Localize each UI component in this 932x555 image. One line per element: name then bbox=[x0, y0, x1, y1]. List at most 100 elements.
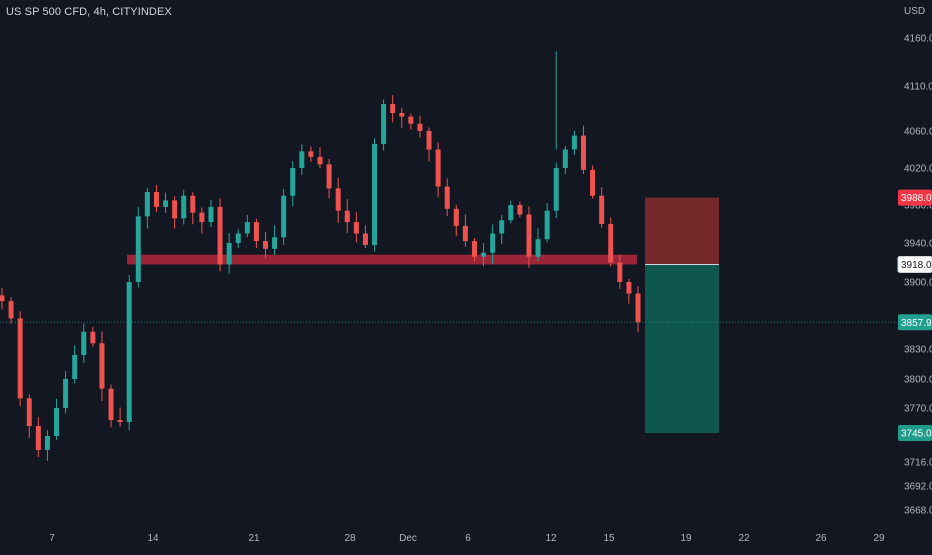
candle-down bbox=[626, 282, 632, 294]
price-tick-label: 3830.0 bbox=[904, 345, 932, 356]
time-tick-label: Dec bbox=[399, 533, 417, 544]
time-tick-label: 21 bbox=[248, 533, 260, 544]
candle-up bbox=[490, 233, 496, 253]
time-tick-label: 6 bbox=[465, 533, 471, 544]
candle-up bbox=[181, 195, 187, 219]
time-tick-label: 29 bbox=[873, 533, 885, 544]
candle-up bbox=[372, 143, 378, 245]
candle-down bbox=[217, 206, 223, 265]
time-tick-label: 22 bbox=[738, 533, 750, 544]
candle-down bbox=[117, 420, 123, 422]
candle-up bbox=[135, 216, 141, 282]
time-tick-label: 19 bbox=[680, 533, 692, 544]
price-tick-label: 3980.0 bbox=[904, 201, 932, 212]
candle-down bbox=[608, 224, 614, 263]
candle-up bbox=[44, 436, 50, 450]
candle-down bbox=[335, 188, 341, 211]
candle-down bbox=[353, 222, 359, 234]
candle-down bbox=[344, 210, 350, 223]
candle-down bbox=[617, 262, 623, 282]
candle-up bbox=[290, 168, 296, 196]
candle-up bbox=[381, 104, 387, 144]
candle-down bbox=[153, 192, 159, 207]
candle-up bbox=[81, 331, 87, 355]
candle-down bbox=[326, 164, 332, 189]
last-price-tag-bg bbox=[898, 314, 932, 331]
candle-down bbox=[362, 233, 368, 245]
candle-down bbox=[8, 301, 14, 319]
price-tick-label: 3800.0 bbox=[904, 375, 932, 386]
candle-down bbox=[0, 295, 5, 302]
price-tick-label: 3716.0 bbox=[904, 458, 932, 469]
candle-down bbox=[599, 195, 605, 224]
candle-down bbox=[526, 214, 532, 257]
price-tags: 3988.0 3918.0 3857.9 3745.0 bbox=[897, 189, 932, 441]
short-position-tool[interactable] bbox=[645, 197, 719, 433]
candle-up bbox=[144, 192, 150, 217]
candle-up bbox=[126, 282, 132, 422]
candle-down bbox=[580, 135, 586, 170]
candle-down bbox=[253, 222, 259, 242]
candle-down bbox=[462, 225, 468, 242]
candle-down bbox=[90, 331, 96, 344]
candle-up bbox=[235, 233, 241, 243]
candle-down bbox=[390, 104, 396, 113]
candle-up bbox=[299, 151, 305, 168]
candle-down bbox=[453, 208, 459, 226]
take-profit-zone[interactable] bbox=[645, 264, 719, 433]
time-tick-label: 28 bbox=[344, 533, 356, 544]
price-tick-label: 4160.0 bbox=[904, 34, 932, 45]
candle-down bbox=[417, 123, 423, 131]
candle-down bbox=[262, 241, 268, 249]
candle-up bbox=[272, 237, 278, 249]
candle-down bbox=[26, 398, 32, 426]
candle-up bbox=[163, 200, 169, 207]
price-tick-label: 3770.0 bbox=[904, 404, 932, 415]
price-tick-label: 4060.0 bbox=[904, 127, 932, 138]
candle-down bbox=[317, 156, 323, 165]
time-tick-label: 15 bbox=[603, 533, 615, 544]
candle-down bbox=[426, 131, 432, 150]
entry-price-tag: 3918.0 bbox=[901, 260, 932, 271]
stop-price-tag-bg bbox=[898, 189, 932, 206]
entry-price-tag-bg bbox=[897, 255, 932, 273]
candle-up bbox=[481, 252, 487, 257]
candle-up bbox=[535, 239, 541, 257]
candle-up bbox=[499, 220, 505, 234]
candle-up bbox=[571, 135, 577, 150]
time-tick-label: 7 bbox=[49, 533, 55, 544]
candle-up bbox=[281, 195, 287, 238]
candle-up bbox=[208, 206, 214, 223]
candle-down bbox=[199, 212, 205, 223]
candle-up bbox=[508, 205, 514, 221]
candle-down bbox=[435, 149, 441, 187]
stop-loss-zone[interactable] bbox=[645, 197, 719, 265]
candle-up bbox=[244, 222, 250, 234]
candle-up bbox=[54, 408, 60, 436]
price-axis[interactable]: USD 4160.0 4110.0 4060.0 4020.0 3980.0 3940.0 3… bbox=[904, 6, 932, 517]
candle-down bbox=[399, 113, 405, 117]
candle-up bbox=[226, 243, 232, 265]
time-tick-label: 26 bbox=[815, 533, 827, 544]
price-tick-label: 3692.0 bbox=[904, 482, 932, 493]
symbol-title: US SP 500 CFD, 4h, CITYINDEX bbox=[6, 6, 172, 18]
price-tick-label: 4110.0 bbox=[904, 82, 932, 93]
price-tick-label: 4020.0 bbox=[904, 164, 932, 175]
resistance-zone-layer bbox=[127, 254, 637, 265]
candle-down bbox=[17, 318, 23, 399]
price-tick-label: 3900.0 bbox=[904, 278, 932, 289]
stop-price-tag: 3988.0 bbox=[901, 193, 932, 204]
candle-down bbox=[190, 195, 196, 213]
candle-down bbox=[517, 205, 523, 215]
resistance-zone bbox=[127, 254, 637, 265]
candlestick-series bbox=[0, 51, 641, 461]
time-axis[interactable]: 7 14 21 28 Dec 6 12 15 19 22 26 29 bbox=[49, 533, 885, 544]
time-tick-label: 14 bbox=[147, 533, 159, 544]
candle-down bbox=[635, 293, 641, 323]
time-tick-label: 12 bbox=[545, 533, 557, 544]
candle-down bbox=[408, 116, 414, 124]
candle-down bbox=[99, 343, 105, 389]
candle-down bbox=[172, 200, 178, 219]
